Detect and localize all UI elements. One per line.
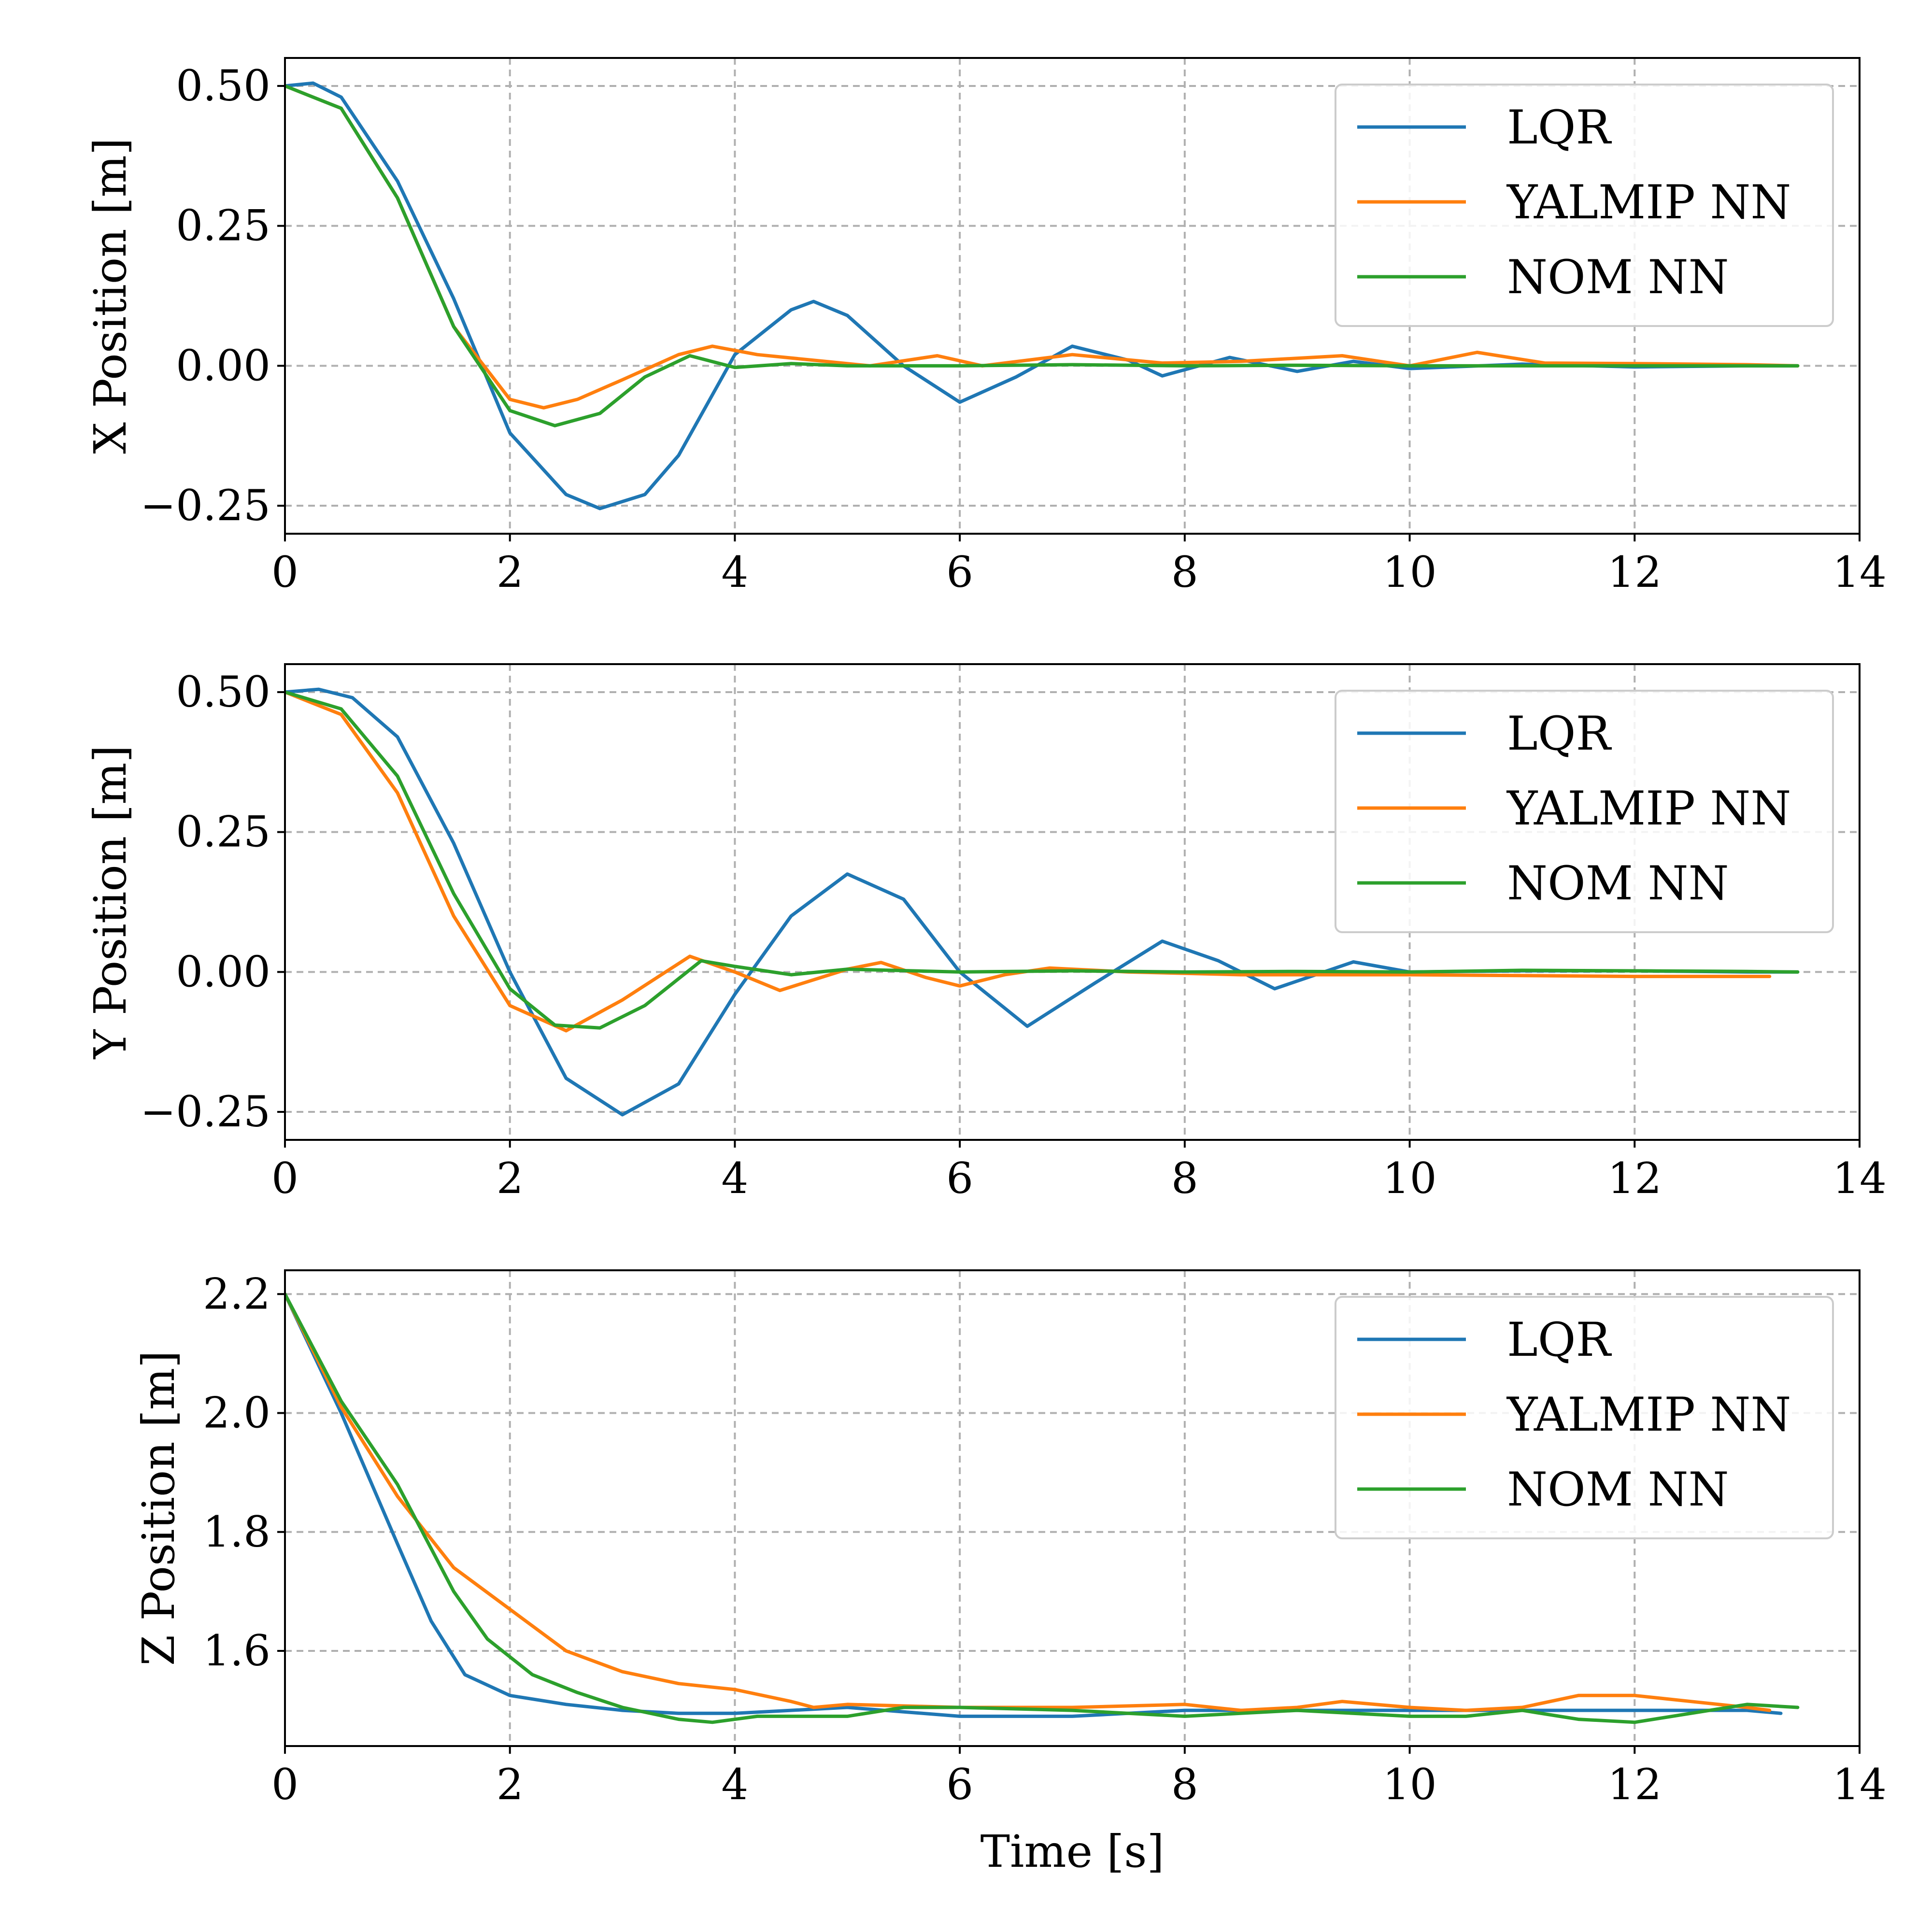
series-line-nom-nn	[285, 1292, 1800, 1724]
x-tick-label: 4	[721, 1760, 748, 1809]
legend-box	[1335, 84, 1834, 327]
plot-frame	[284, 663, 1861, 1141]
legend-label-lqr: LQR	[1507, 707, 1612, 761]
x-tick-label: 0	[271, 1760, 298, 1809]
x-tick-label: 0	[271, 547, 298, 597]
y-tick-label: 0.50	[176, 61, 270, 111]
x-tick-label: 10	[1383, 1760, 1437, 1809]
y-tick-label: −0.25	[140, 481, 270, 530]
series-group	[285, 81, 1800, 511]
x-tick-label: 10	[1383, 547, 1437, 597]
y-tick-label: 1.8	[203, 1507, 270, 1557]
x-tick-label: 10	[1383, 1153, 1437, 1203]
legend-label-nom-nn: NOM NN	[1507, 250, 1729, 304]
plot-frame	[284, 1269, 1861, 1747]
legend: LQR YALMIP NN NOM NN	[1335, 84, 1834, 327]
y-tick-label: 0.25	[176, 807, 270, 857]
x-tick-label: 2	[497, 1153, 524, 1203]
panel-x-position: 0 2 4 6 8 10 12 14 0.50 0.25 0.00 −0.25X Position […	[85, 57, 1887, 597]
x-axis-label: Time [s]	[980, 1826, 1165, 1877]
legend-label-lqr: LQR	[1507, 100, 1612, 155]
y-axis-label: Y Position [m]	[85, 745, 136, 1060]
x-tick-label: 6	[946, 1153, 973, 1203]
legend-label-yalmip-nn: YALMIP NN	[1506, 1388, 1791, 1442]
y-tick-label: 2.0	[203, 1388, 270, 1438]
x-tick-label: 12	[1607, 1153, 1662, 1203]
x-tick-label: 4	[721, 547, 748, 597]
legend-label-lqr: LQR	[1507, 1313, 1612, 1367]
x-tick-label: 0	[271, 1153, 298, 1203]
x-tick-label: 12	[1607, 547, 1662, 597]
y-tick-label: 1.6	[203, 1626, 270, 1676]
x-tick-label: 6	[946, 1760, 973, 1809]
x-tick-label: 14	[1833, 1760, 1887, 1809]
legend-label-yalmip-nn: YALMIP NN	[1506, 175, 1791, 229]
panel-y-position: 0 2 4 6 8 10 12 14 0.50 0.25 0.00 −0.25Y Position […	[85, 663, 1887, 1203]
series-group	[285, 687, 1800, 1117]
x-tick-label: 6	[946, 547, 973, 597]
y-axis-label: Z Position [m]	[133, 1350, 185, 1666]
x-tick-label: 12	[1607, 1760, 1662, 1809]
legend-label-nom-nn: NOM NN	[1507, 856, 1729, 910]
x-tick-label: 8	[1171, 1760, 1198, 1809]
legend: LQR YALMIP NN NOM NN	[1335, 690, 1834, 933]
legend-label-nom-nn: NOM NN	[1507, 1463, 1729, 1517]
x-tick-label: 2	[497, 1760, 524, 1809]
x-tick-label: 8	[1171, 547, 1198, 597]
y-tick-label: 0.00	[176, 341, 270, 390]
x-tick-label: 4	[721, 1153, 748, 1203]
y-tick-label: 2.2	[203, 1269, 270, 1319]
x-tick-label: 8	[1171, 1153, 1198, 1203]
x-tick-label: 14	[1833, 1153, 1887, 1203]
legend-box	[1335, 1296, 1834, 1539]
legend-box	[1335, 690, 1834, 933]
series-line-nom-nn	[285, 84, 1800, 427]
legend: LQR YALMIP NN NOM NN	[1335, 1296, 1834, 1539]
series-group	[285, 1292, 1800, 1724]
series-line-lqr	[285, 1292, 1783, 1718]
series-line-nom-nn	[285, 690, 1800, 1030]
x-tick-label: 2	[497, 547, 524, 597]
y-axis-label: X Position [m]	[85, 138, 136, 454]
y-tick-label: 0.25	[176, 201, 270, 251]
panel-z-position: 0 2 4 6 8 10 12 14 2.2 2.0 1.8 1.6 Z Position [m] Tim…	[133, 1269, 1887, 1877]
y-tick-label: 0.00	[176, 947, 270, 996]
x-tick-label: 14	[1833, 547, 1887, 597]
y-tick-label: −0.25	[140, 1087, 270, 1136]
y-tick-label: 0.50	[176, 667, 270, 717]
plot-frame	[284, 57, 1861, 535]
legend-label-yalmip-nn: YALMIP NN	[1506, 781, 1791, 836]
